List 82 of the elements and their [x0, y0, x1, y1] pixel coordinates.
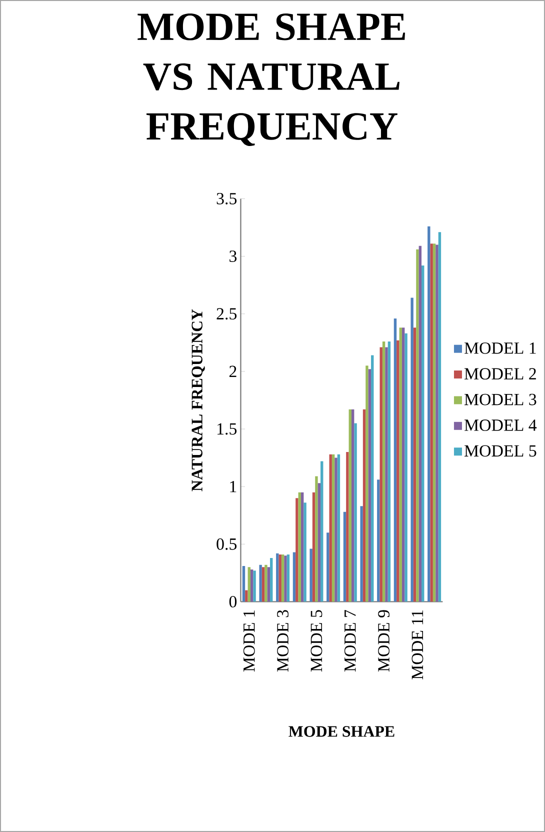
bar [394, 318, 397, 602]
bar [346, 452, 349, 602]
legend-label: MODEL 5 [464, 445, 536, 457]
y-tick-label: 1 [230, 480, 236, 492]
bar [348, 409, 352, 602]
x-tick-label: MODE 11 [412, 610, 424, 680]
x-tick-label: MODE 5 [310, 610, 322, 672]
bar [253, 570, 256, 602]
bar [296, 498, 298, 602]
bar [248, 567, 250, 602]
x-tick-label: MODE 9 [378, 610, 390, 672]
bar [351, 409, 354, 602]
bar [278, 554, 282, 602]
bar [438, 232, 442, 602]
bar [368, 369, 372, 602]
bar [402, 328, 405, 602]
bar [334, 458, 338, 602]
bar [270, 558, 273, 602]
x-axis-title: MODE SHAPE [288, 726, 394, 737]
bar [315, 476, 318, 602]
bar [320, 461, 324, 602]
y-tick-label: 0 [229, 596, 237, 608]
bar [422, 265, 424, 602]
x-tick-label: MODE 3 [277, 610, 288, 672]
bar [430, 244, 433, 602]
bar [382, 341, 386, 602]
bar [332, 454, 335, 602]
legend-label: MODEL 3 [464, 394, 536, 406]
legend-label: MODEL 4 [464, 420, 537, 431]
bar [416, 249, 419, 602]
y-axis-title: NATURAL FREQUENCY [192, 309, 205, 492]
bar [242, 566, 246, 602]
bar [354, 423, 357, 602]
bar [300, 492, 304, 602]
bar [250, 569, 254, 602]
bar [366, 366, 368, 602]
chart-title: MODE SHAPE VS NATURAL FREQUENCY [138, 14, 405, 146]
bar [267, 567, 270, 602]
bar [292, 552, 296, 602]
bar [428, 226, 430, 602]
bar [298, 492, 301, 602]
legend-label: MODEL 1 [464, 342, 536, 354]
bar [326, 532, 330, 602]
bar [276, 553, 279, 602]
bar [410, 298, 414, 602]
legend-label: MODEL 2 [464, 368, 536, 380]
bar [432, 244, 436, 602]
bar [413, 328, 416, 602]
y-tick-label: 3 [230, 250, 237, 262]
bar [343, 512, 346, 602]
y-tick-label: 0.5 [216, 538, 237, 550]
bar [318, 483, 321, 602]
bar [284, 556, 287, 602]
bar [245, 590, 248, 602]
bar [388, 341, 391, 602]
bar [329, 454, 332, 602]
bar [404, 333, 408, 602]
bar [281, 554, 284, 602]
bar [385, 347, 388, 602]
y-tick-label: 1.5 [218, 423, 237, 435]
bar [371, 355, 374, 602]
bar [418, 246, 422, 602]
y-tick-label: 2 [229, 366, 236, 378]
bar [337, 454, 340, 602]
bar [310, 548, 312, 602]
x-tick-label: MODE 7 [344, 610, 356, 672]
y-tick-label: 3.5 [216, 192, 237, 204]
bar [286, 554, 290, 602]
bar [362, 409, 366, 602]
x-tick-label: MODE 1 [243, 610, 255, 672]
bar [380, 347, 382, 602]
bar [399, 328, 402, 602]
bar [396, 340, 400, 602]
bar [259, 564, 262, 602]
y-tick-label: 2.5 [216, 308, 237, 320]
bar [436, 244, 438, 602]
bar [262, 567, 265, 602]
bar [360, 506, 363, 602]
bar [377, 480, 380, 602]
bar [264, 564, 268, 602]
bar [312, 492, 316, 602]
bar [304, 502, 306, 602]
